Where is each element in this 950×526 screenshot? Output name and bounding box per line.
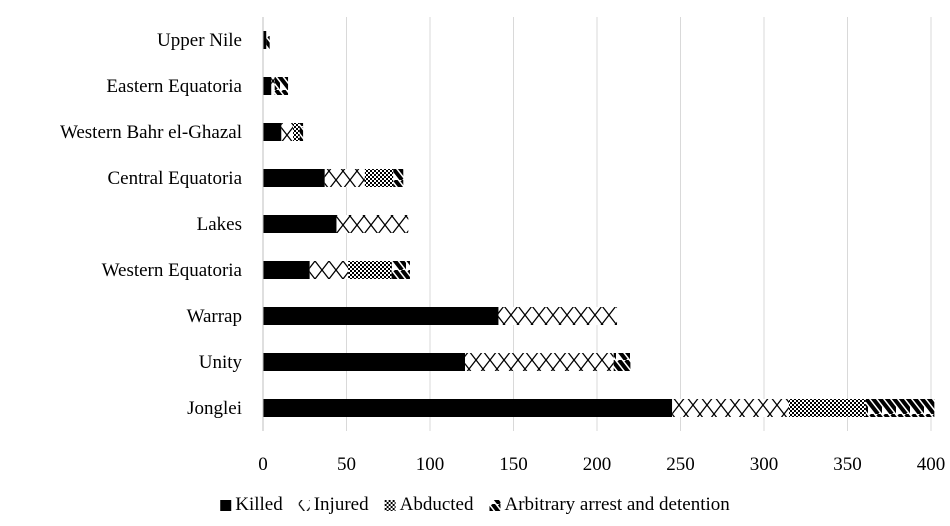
- bar-upper-nile-killed: [263, 31, 267, 49]
- bar-lakes-killed: [263, 215, 337, 233]
- axes: Jonglei Unity Warrap Western Equatoria Lakes…: [60, 17, 945, 475]
- bar-unity-killed: [263, 353, 466, 371]
- bar-eastern-equatoria-injured: [271, 77, 275, 95]
- bar-western-equatoria-abducted: [348, 261, 392, 279]
- x-tick-label: 150: [499, 454, 528, 475]
- x-tick-label: 50: [337, 454, 356, 475]
- bar-western-equatoria-arbitrary-arrest-and-detention: [391, 261, 410, 279]
- x-tick-label: 100: [416, 454, 445, 475]
- bar-warrap-killed: [263, 307, 499, 325]
- category-label: Western Bahr el-Ghazal: [60, 122, 242, 143]
- category-label: Western Equatoria: [102, 260, 243, 281]
- legend-swatch: [384, 500, 396, 511]
- legend-item: Injured: [298, 494, 369, 515]
- legend-label: Killed: [235, 494, 283, 515]
- x-tick-label: 200: [583, 454, 612, 475]
- bars: [263, 31, 935, 417]
- bar-western-equatoria-injured: [309, 261, 349, 279]
- bar-upper-nile-arbitrary-arrest-and-detention: [266, 31, 270, 49]
- bar-unity-injured: [465, 353, 614, 371]
- bar-western-equatoria-killed: [263, 261, 310, 279]
- x-tick-label: 300: [750, 454, 779, 475]
- legend-label: Abducted: [400, 494, 474, 515]
- bar-central-equatoria-killed: [263, 169, 325, 187]
- legend-item: Arbitrary arrest and detention: [489, 494, 730, 515]
- category-label: Jonglei: [187, 398, 242, 419]
- legend: Killed Injured Abducted Arbitrary arrest an…: [220, 494, 730, 515]
- category-label: Lakes: [197, 214, 242, 235]
- legend-label: Injured: [314, 494, 369, 515]
- bar-jonglei-abducted: [789, 399, 866, 417]
- bar-jonglei-arbitrary-arrest-and-detention: [865, 399, 935, 417]
- category-label: Upper Nile: [157, 30, 242, 51]
- bar-western-bahr-el-ghazal-abducted: [293, 123, 300, 141]
- category-label: Central Equatoria: [107, 168, 242, 189]
- bar-unity-arbitrary-arrest-and-detention: [613, 353, 631, 371]
- bar-eastern-equatoria-killed: [263, 77, 272, 95]
- bar-jonglei-killed: [263, 399, 673, 417]
- legend-swatch: [489, 500, 501, 511]
- bar-central-equatoria-abducted: [364, 169, 394, 187]
- bar-central-equatoria-injured: [324, 169, 365, 187]
- bar-warrap-injured: [498, 307, 618, 325]
- gridlines: [346, 17, 932, 431]
- legend-swatch: [220, 500, 232, 511]
- x-tick-label: 0: [258, 454, 268, 475]
- category-label: Unity: [199, 352, 243, 373]
- bar-central-equatoria-arbitrary-arrest-and-detention: [393, 169, 404, 187]
- legend-label: Arbitrary arrest and detention: [504, 494, 730, 515]
- legend-item: Abducted: [384, 494, 474, 515]
- category-label: Warrap: [187, 306, 242, 327]
- bar-western-bahr-el-ghazal-arbitrary-arrest-and-detention: [299, 123, 304, 141]
- bar-jonglei-injured: [672, 399, 790, 417]
- x-tick-label: 350: [833, 454, 862, 475]
- x-tick-label: 250: [666, 454, 695, 475]
- bar-eastern-equatoria-arbitrary-arrest-and-detention: [274, 77, 289, 95]
- bar-lakes-injured: [336, 215, 409, 233]
- bar-western-bahr-el-ghazal-injured: [281, 123, 294, 141]
- x-tick-label: 400: [917, 454, 946, 475]
- legend-item: Killed: [220, 494, 283, 515]
- category-label: Eastern Equatoria: [106, 76, 242, 97]
- legend-swatch: [298, 500, 310, 511]
- bar-western-bahr-el-ghazal-killed: [263, 123, 282, 141]
